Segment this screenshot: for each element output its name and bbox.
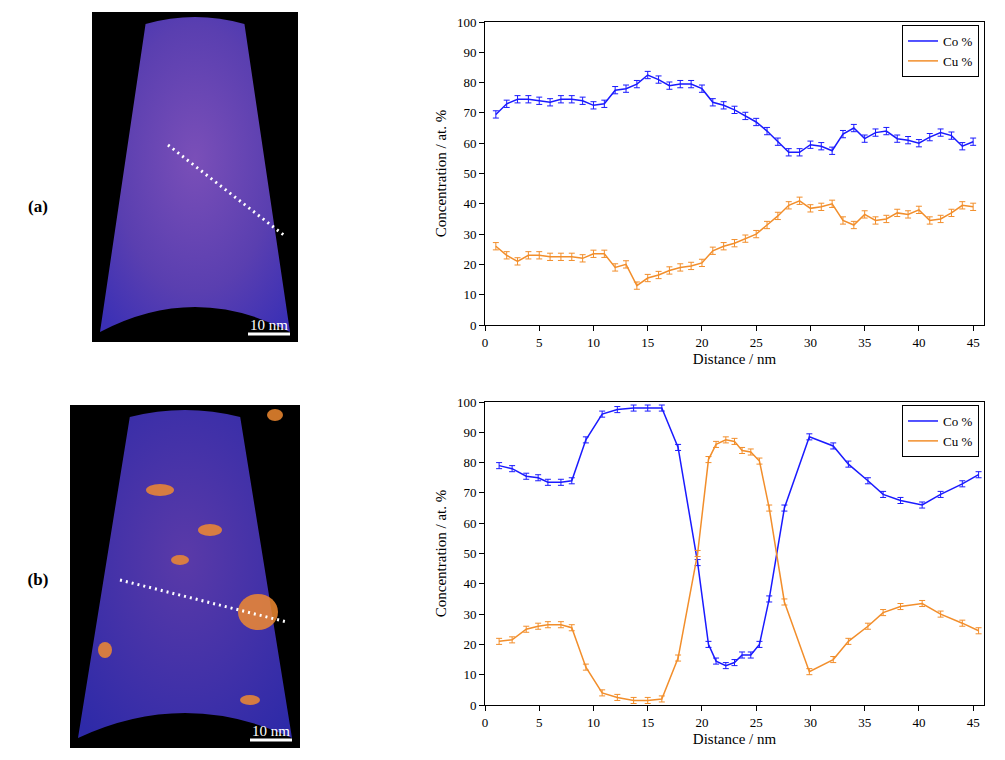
svg-text:0: 0 <box>470 698 477 713</box>
svg-text:10 nm: 10 nm <box>252 723 290 739</box>
svg-text:(a): (a) <box>28 197 48 216</box>
svg-text:50: 50 <box>463 166 476 181</box>
svg-text:40: 40 <box>463 196 476 211</box>
svg-text:0: 0 <box>482 715 489 730</box>
svg-text:30: 30 <box>463 607 476 622</box>
svg-text:35: 35 <box>858 715 871 730</box>
svg-text:45: 45 <box>967 335 980 350</box>
svg-text:5: 5 <box>536 715 543 730</box>
svg-text:60: 60 <box>463 516 476 531</box>
svg-text:0: 0 <box>470 318 477 333</box>
svg-text:10: 10 <box>587 335 600 350</box>
svg-text:Co %: Co % <box>943 34 972 49</box>
svg-text:20: 20 <box>463 257 476 272</box>
svg-text:20: 20 <box>463 637 476 652</box>
svg-text:25: 25 <box>750 715 763 730</box>
svg-text:100: 100 <box>457 15 477 30</box>
svg-text:10: 10 <box>463 667 476 682</box>
svg-text:15: 15 <box>641 335 654 350</box>
svg-text:40: 40 <box>463 576 476 591</box>
svg-text:5: 5 <box>536 335 543 350</box>
svg-text:Concentration / at. %: Concentration / at. % <box>433 490 449 617</box>
svg-text:30: 30 <box>463 227 476 242</box>
svg-text:90: 90 <box>463 425 476 440</box>
svg-text:100: 100 <box>457 395 477 410</box>
svg-text:Co %: Co % <box>943 414 972 429</box>
svg-text:30: 30 <box>804 335 817 350</box>
svg-text:0: 0 <box>482 335 489 350</box>
svg-text:50: 50 <box>463 546 476 561</box>
svg-text:40: 40 <box>912 715 925 730</box>
svg-text:Distance / nm: Distance / nm <box>693 731 777 747</box>
svg-text:10: 10 <box>587 715 600 730</box>
svg-text:15: 15 <box>641 715 654 730</box>
svg-text:Cu %: Cu % <box>943 434 972 449</box>
svg-text:90: 90 <box>463 45 476 60</box>
svg-text:20: 20 <box>695 715 708 730</box>
svg-text:70: 70 <box>463 485 476 500</box>
svg-text:45: 45 <box>967 715 980 730</box>
svg-text:Cu %: Cu % <box>943 54 972 69</box>
svg-text:10 nm: 10 nm <box>250 317 288 333</box>
svg-text:70: 70 <box>463 105 476 120</box>
svg-text:40: 40 <box>912 335 925 350</box>
svg-text:80: 80 <box>463 75 476 90</box>
svg-text:(b): (b) <box>28 570 49 589</box>
svg-text:80: 80 <box>463 455 476 470</box>
svg-text:25: 25 <box>750 335 763 350</box>
svg-text:Concentration / at. %: Concentration / at. % <box>433 110 449 237</box>
svg-text:30: 30 <box>804 715 817 730</box>
svg-text:20: 20 <box>695 335 708 350</box>
svg-text:10: 10 <box>463 287 476 302</box>
svg-text:Distance / nm: Distance / nm <box>693 351 777 367</box>
svg-text:60: 60 <box>463 136 476 151</box>
svg-text:35: 35 <box>858 335 871 350</box>
